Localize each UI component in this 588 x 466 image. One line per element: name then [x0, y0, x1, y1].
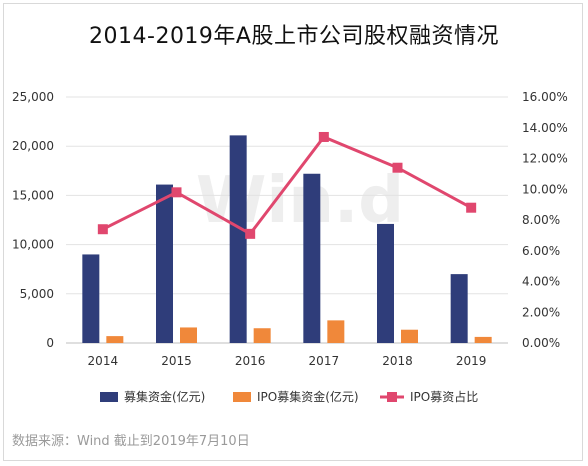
bar-fundraising — [156, 184, 173, 343]
legend-label: IPO募集资金(亿元) — [257, 389, 359, 404]
x-tick-label: 2017 — [309, 354, 340, 368]
x-tick-label: 2015 — [161, 354, 192, 368]
y-left-tick-label: 0 — [46, 336, 54, 350]
bar-fundraising — [82, 254, 100, 343]
bar-ipo-fundraising — [401, 329, 418, 343]
legend-swatch — [233, 392, 251, 402]
x-tick-label: 2018 — [382, 354, 413, 368]
bar-fundraising — [303, 173, 321, 343]
bar-ipo-fundraising — [253, 328, 271, 343]
bar-fundraising — [377, 223, 394, 343]
gridlines — [66, 96, 508, 295]
bar-ipo-fundraising — [474, 336, 492, 343]
legend-swatch — [100, 392, 118, 402]
chart-title: 2014-2019年A股上市公司股权融资情况 — [89, 24, 499, 49]
bar-fundraising — [450, 274, 468, 343]
legend-label: 募集资金(亿元) — [124, 389, 205, 404]
source-note: 数据来源：Wind 截止到2019年7月10日 — [12, 434, 250, 449]
bar-ipo-fundraising — [327, 320, 345, 343]
line-point-marker — [392, 162, 403, 173]
y-left-tick-label: 20,000 — [12, 139, 54, 153]
x-tick-label: 2016 — [235, 354, 266, 368]
bar-fundraising — [229, 135, 247, 343]
y-left-tick-label: 25,000 — [12, 90, 54, 104]
y-left-tick-label: 15,000 — [12, 188, 54, 202]
line-point-marker — [171, 187, 182, 198]
y-right-tick-label: 0.00% — [522, 336, 560, 350]
y-right-tick-label: 10.00% — [522, 182, 568, 196]
line-ipo-share — [102, 135, 472, 236]
y-right-tick-label: 2.00% — [522, 305, 560, 319]
y-right-tick-label: 4.00% — [522, 275, 560, 289]
watermark: Win.d — [196, 164, 404, 238]
y-right-tick-label: 6.00% — [522, 244, 560, 258]
bar-ipo-fundraising — [106, 336, 124, 343]
line-point-marker — [245, 228, 256, 239]
y-right-tick-label: 8.00% — [522, 213, 560, 227]
x-tick-label: 2014 — [88, 354, 119, 368]
line-point-marker — [466, 202, 477, 213]
legend: 募集资金(亿元) IPO募集资金(亿元) IPO募资占比 — [100, 389, 478, 404]
y-left-tick-label: 10,000 — [12, 238, 54, 252]
bars — [82, 135, 492, 343]
legend-label: IPO募资占比 — [410, 389, 478, 404]
y-right-tick-label: 14.00% — [522, 121, 568, 135]
bar-ipo-fundraising — [180, 327, 197, 343]
axes: 0 5,000 10,000 15,000 20,000 25,000 0.00% 2.00%… — [12, 90, 568, 368]
line-point-marker — [318, 131, 329, 142]
y-left-tick-label: 5,000 — [20, 287, 54, 301]
y-right-tick-label: 16.00% — [522, 90, 568, 104]
line-point-marker — [97, 224, 108, 235]
x-tick-label: 2019 — [456, 354, 487, 368]
legend-swatch-marker — [387, 392, 397, 402]
y-right-tick-label: 12.00% — [522, 152, 568, 166]
line-series — [97, 131, 477, 239]
